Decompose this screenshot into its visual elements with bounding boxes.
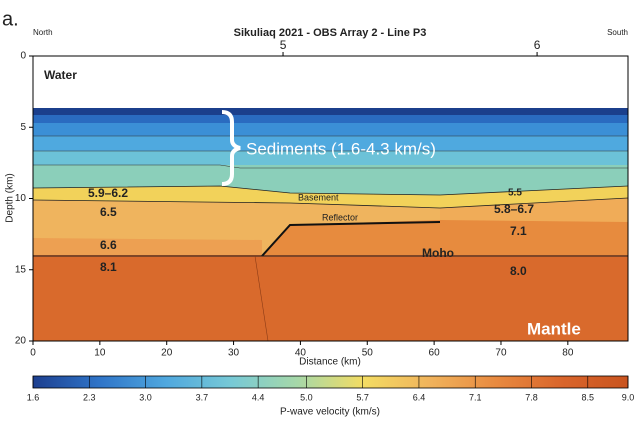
colorbar-tick-label: 8.5 bbox=[582, 392, 595, 402]
x-tick-label: 0 bbox=[30, 348, 36, 359]
figure: a. Sikuliaq 2021 - OBS Array 2 - Line P3… bbox=[0, 0, 641, 433]
annotation: Sediments (1.6-4.3 km/s) bbox=[246, 139, 436, 158]
annotation: 7.1 bbox=[510, 224, 527, 238]
annotation: 5.5 bbox=[508, 188, 522, 199]
colorbar-tick-label: 5.0 bbox=[300, 392, 313, 402]
x-tick-label: 80 bbox=[562, 348, 574, 359]
annotation: 6.5 bbox=[100, 205, 117, 219]
colorbar-tick-label: 6.4 bbox=[413, 392, 426, 402]
colorbar bbox=[33, 376, 628, 388]
annotation: Moho bbox=[422, 246, 454, 260]
annotation: Basement bbox=[298, 192, 339, 202]
annotation: 5.8–6.7 bbox=[494, 202, 534, 216]
annotation: 8.1 bbox=[100, 260, 117, 274]
station-label: 5 bbox=[280, 38, 287, 52]
colorbar-tick-label: 2.3 bbox=[83, 392, 96, 402]
right-label: South bbox=[607, 28, 628, 37]
colorbar-tick-label: 7.1 bbox=[469, 392, 482, 402]
y-tick-label: 10 bbox=[15, 193, 27, 204]
colorbar-tick-label: 7.8 bbox=[525, 392, 538, 402]
annotation: 5.9–6.2 bbox=[88, 186, 128, 200]
colorbar-tick-label: 1.6 bbox=[27, 392, 40, 402]
annotation: 6.6 bbox=[100, 238, 117, 252]
annotation: Reflector bbox=[322, 212, 358, 222]
left-label: North bbox=[33, 28, 53, 37]
y-tick-label: 5 bbox=[20, 122, 26, 133]
colorbar-tick-label: 9.0 bbox=[622, 392, 635, 402]
annotation: 8.0 bbox=[510, 264, 527, 278]
colorbar-tick-label: 5.7 bbox=[356, 392, 369, 402]
colorbar-label: P-wave velocity (km/s) bbox=[280, 407, 380, 418]
annotation: Mantle bbox=[527, 319, 581, 338]
x-tick-label: 60 bbox=[429, 348, 441, 359]
chart-title: Sikuliaq 2021 - OBS Array 2 - Line P3 bbox=[234, 27, 427, 39]
x-tick-label: 10 bbox=[94, 348, 106, 359]
y-tick-label: 15 bbox=[15, 264, 27, 275]
station-label: 6 bbox=[534, 38, 541, 52]
x-tick-label: 70 bbox=[495, 348, 507, 359]
colorbar-tick-label: 3.7 bbox=[196, 392, 209, 402]
annotation: Water bbox=[44, 68, 77, 82]
colorbar-tick-label: 4.4 bbox=[252, 392, 265, 402]
y-tick-label: 0 bbox=[20, 51, 26, 62]
x-tick-label: 20 bbox=[161, 348, 173, 359]
x-tick-label: 30 bbox=[228, 348, 240, 359]
x-axis-label: Distance (km) bbox=[299, 357, 361, 368]
x-tick-label: 40 bbox=[295, 348, 307, 359]
x-tick-label: 50 bbox=[362, 348, 374, 359]
y-tick-label: 20 bbox=[15, 336, 27, 347]
colorbar-tick-label: 3.0 bbox=[139, 392, 152, 402]
panel-label: a. bbox=[2, 8, 19, 30]
